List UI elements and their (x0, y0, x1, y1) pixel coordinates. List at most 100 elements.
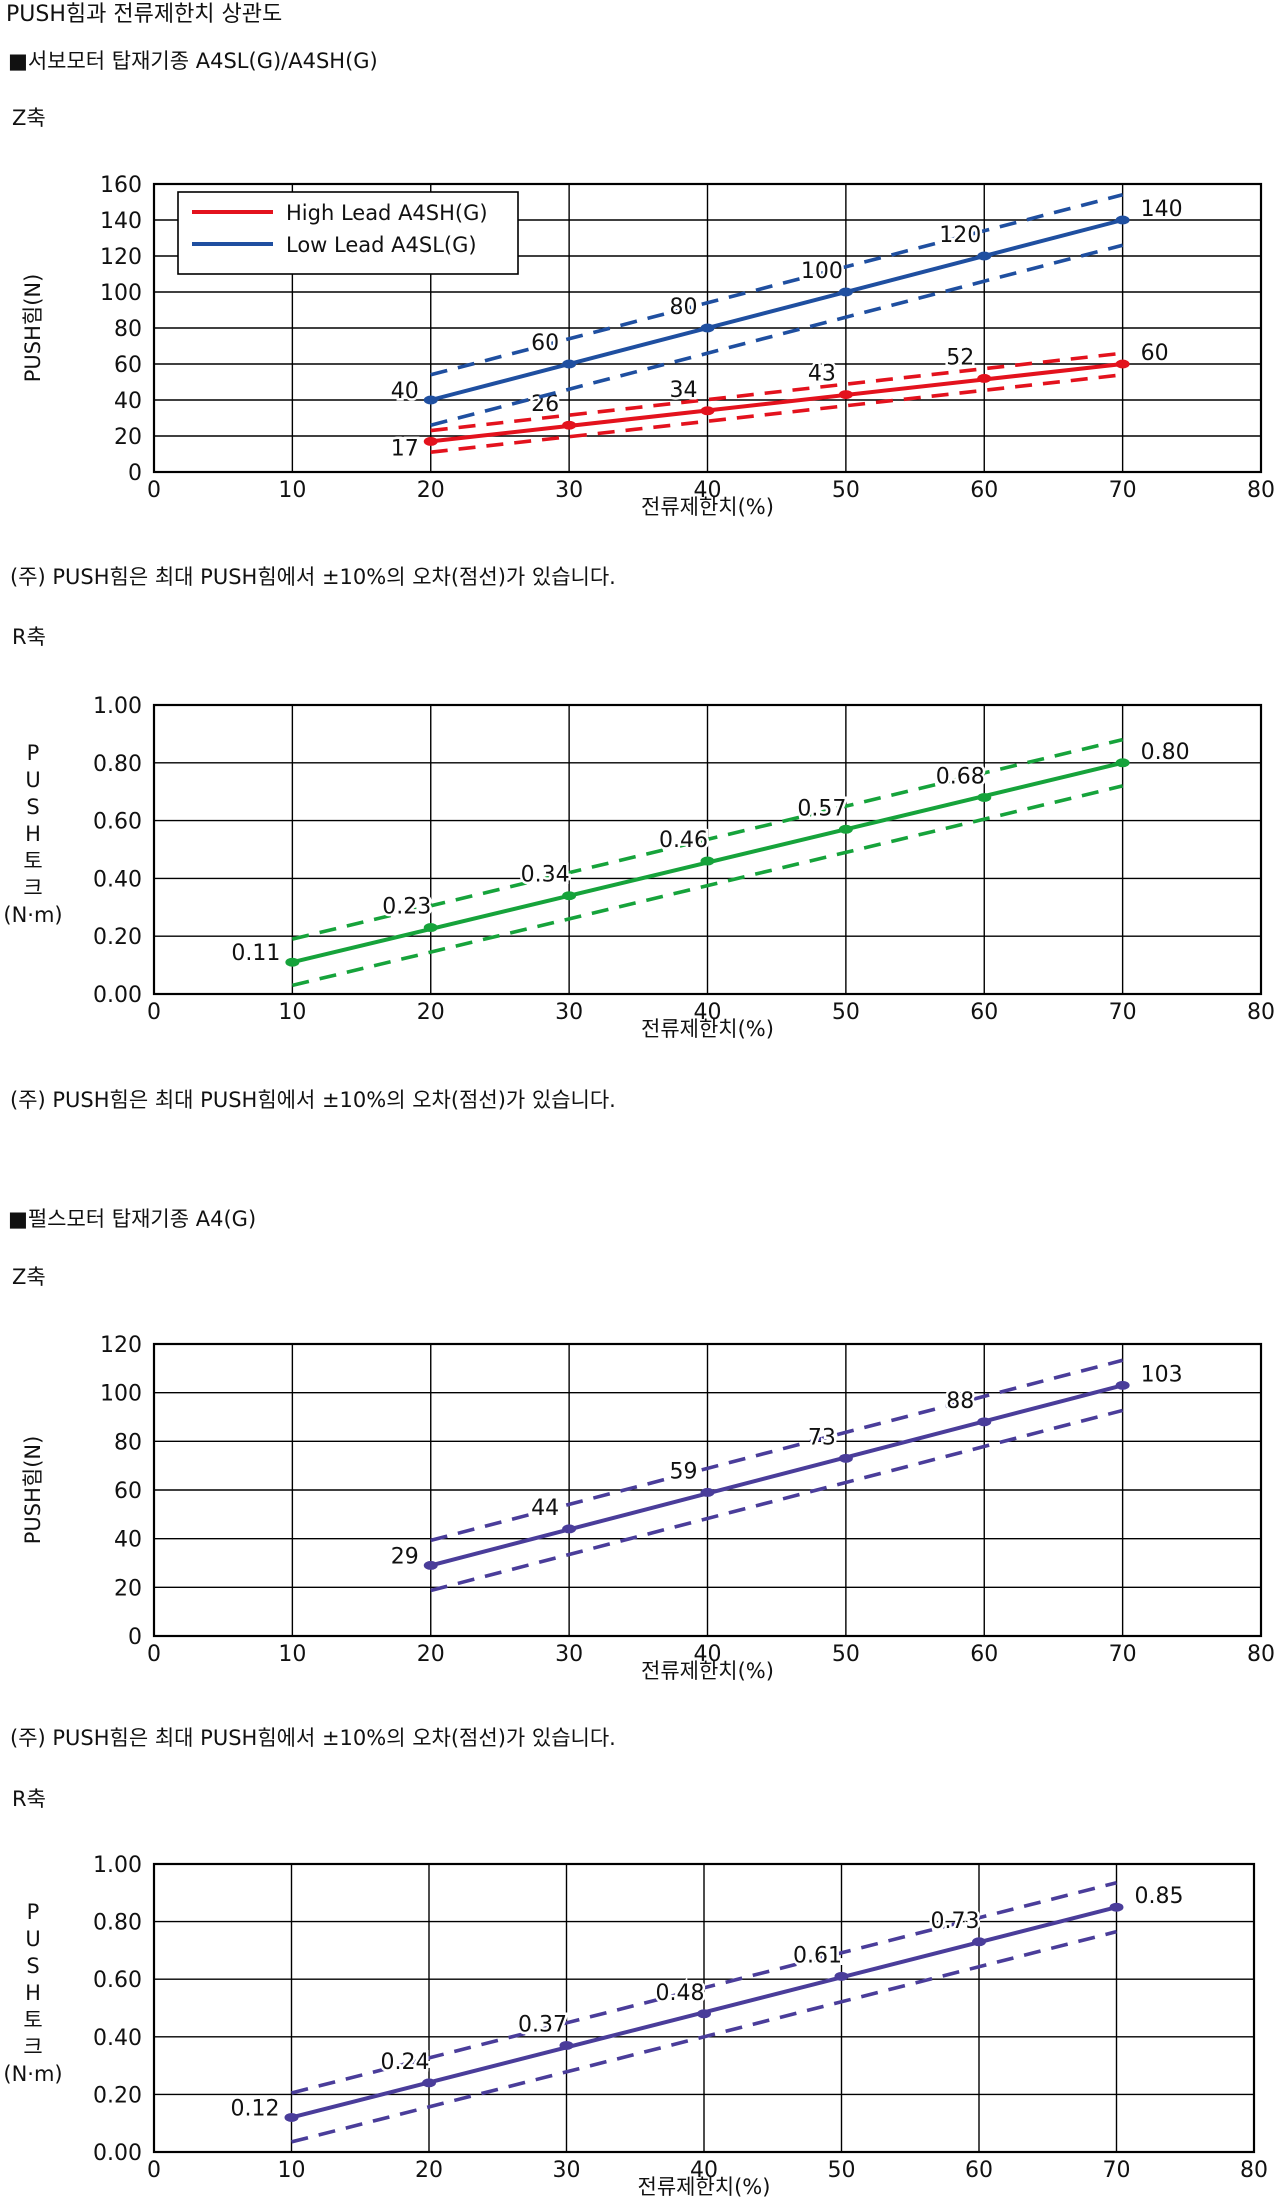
x-tick-label: 60 (965, 2158, 993, 2183)
y-tick-label: 1.00 (93, 694, 142, 719)
y-tick-label: 0.60 (93, 1968, 142, 1993)
x-tick-label: 80 (1247, 1000, 1275, 1025)
data-label: 0.37 (518, 2012, 567, 2037)
y-axis-label: H (25, 822, 41, 846)
data-point (977, 792, 992, 802)
data-point (562, 891, 577, 901)
x-tick-label: 40 (694, 1642, 722, 1667)
plot-frame (152, 1342, 1263, 1638)
chart-note: (주) PUSH힘은 최대 PUSH힘에서 ±10%의 오차(점선)가 있습니다… (10, 565, 616, 589)
y-tick-label: 20 (114, 425, 142, 450)
data-point (972, 1937, 986, 1947)
data-point (700, 406, 715, 416)
data-point (838, 287, 853, 297)
y-tick-label: 0 (128, 1625, 142, 1650)
x-tick-label: 40 (690, 2158, 718, 2183)
y-axis-label: P (27, 741, 40, 765)
y-tick-label: 0.40 (93, 867, 142, 892)
x-tick-label: 30 (555, 1642, 583, 1667)
data-point (1115, 215, 1130, 225)
data-point (423, 1560, 438, 1570)
x-tick-label: 80 (1247, 1642, 1275, 1667)
y-axis-label: (N·m) (3, 903, 62, 927)
data-point (700, 323, 715, 333)
legend-label: High Lead A4SH(G) (286, 201, 488, 225)
y-tick-label: 40 (114, 389, 142, 414)
x-tick-label: 10 (278, 478, 306, 503)
chart-z-pulse: 0 10 20 30 40 50 60 70 80 0 20 40 60 80 100 120 전류제한치(%)… (21, 1333, 1275, 1683)
x-tick-label: 70 (1109, 1000, 1137, 1025)
axis-name-z-pulse: Z축 (12, 1265, 46, 1289)
x-axis-label: 전류제한치(%) (641, 495, 774, 519)
x-tick-label: 10 (278, 1642, 306, 1667)
x-tick-label: 70 (1109, 1642, 1137, 1667)
plot-frame (152, 182, 1263, 474)
data-point (423, 436, 438, 446)
data-label: 0.85 (1135, 1884, 1184, 1909)
x-tick-label: 20 (415, 2158, 443, 2183)
data-point (285, 957, 300, 967)
x-tick-label: 70 (1109, 478, 1137, 503)
legend-label: Low Lead A4SL(G) (286, 233, 477, 257)
plot-frame (152, 1862, 1256, 2154)
x-axis-label: 전류제한치(%) (641, 1017, 774, 1041)
data-label: 60 (1141, 341, 1169, 366)
data-point (562, 359, 577, 369)
x-tick-label: 0 (147, 1000, 161, 1025)
error-band-line (291, 1929, 1117, 2144)
y-axis-label: (N·m) (3, 2062, 62, 2086)
x-tick-label: 10 (278, 2158, 306, 2183)
data-point (834, 1971, 849, 1981)
y-axis-label: PUSH힘(N) (21, 1436, 45, 1545)
y-tick-label: 100 (100, 281, 142, 306)
y-axis-label: 토 (23, 849, 42, 873)
data-label: 0.24 (381, 2050, 430, 2075)
data-label: 0.11 (231, 941, 280, 966)
x-tick-label: 20 (417, 1000, 445, 1025)
x-tick-label: 30 (555, 1000, 583, 1025)
data-point (838, 1453, 853, 1463)
section-title-servo: ■서보모터 탑재기종 A4SL(G)/A4SH(G) (8, 49, 378, 73)
series-line (430, 362, 1123, 444)
x-tick-label: 0 (147, 478, 161, 503)
data-label: 44 (531, 1496, 559, 1521)
data-point (977, 373, 992, 383)
y-tick-label: 0.20 (93, 925, 142, 950)
y-tick-label: 0.80 (93, 1911, 142, 1936)
error-band-line (430, 1358, 1124, 1543)
data-label: 0.73 (931, 1909, 980, 1934)
data-label: 0.57 (797, 796, 846, 821)
y-tick-label: 80 (114, 317, 142, 342)
data-point (422, 2078, 436, 2088)
page-title: PUSH힘과 전류제한치 상관도 (6, 2, 283, 27)
data-label: 100 (801, 259, 843, 284)
data-label: 73 (808, 1425, 836, 1450)
data-point (977, 1417, 992, 1427)
y-tick-label: 0.40 (93, 2026, 142, 2051)
x-tick-label: 10 (278, 1000, 306, 1025)
x-tick-label: 20 (417, 1642, 445, 1667)
y-axis-label: 토 (23, 2008, 42, 2032)
y-tick-label: 20 (114, 1576, 142, 1601)
y-tick-label: 0.20 (93, 2083, 142, 2108)
y-tick-label: 60 (114, 353, 142, 378)
x-tick-label: 50 (828, 2158, 856, 2183)
data-label: 52 (946, 345, 974, 370)
data-label: 0.80 (1141, 740, 1190, 765)
x-tick-label: 30 (553, 2158, 581, 2183)
data-point (1115, 359, 1130, 369)
y-axis-label: PUSH힘(N) (21, 274, 45, 383)
data-label: 140 (1141, 197, 1183, 222)
y-axis-label: P (27, 1900, 40, 1924)
error-band-line (291, 784, 1124, 988)
data-point (1109, 1902, 1124, 1912)
y-tick-label: 100 (100, 1382, 142, 1407)
data-point (697, 2009, 711, 2019)
y-axis-label: S (26, 795, 39, 819)
x-tick-label: 50 (832, 1000, 860, 1025)
axis-name-r-pulse: R축 (12, 1787, 46, 1811)
data-label: 80 (670, 295, 698, 320)
x-tick-label: 40 (694, 478, 722, 503)
data-point (977, 251, 992, 261)
x-tick-label: 50 (832, 478, 860, 503)
